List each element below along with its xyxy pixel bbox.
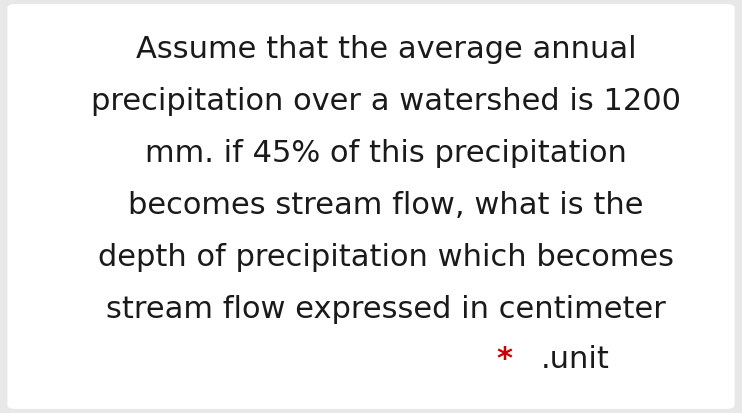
- Text: precipitation over a watershed is 1200: precipitation over a watershed is 1200: [91, 87, 681, 116]
- Text: Assume that the average annual: Assume that the average annual: [136, 35, 636, 64]
- Text: depth of precipitation which becomes: depth of precipitation which becomes: [98, 243, 674, 272]
- Text: becomes stream flow, what is the: becomes stream flow, what is the: [128, 191, 643, 220]
- Text: *: *: [496, 345, 513, 374]
- Text: mm. if 45% of this precipitation: mm. if 45% of this precipitation: [145, 139, 627, 168]
- Text: stream flow expressed in centimeter: stream flow expressed in centimeter: [106, 295, 666, 324]
- FancyBboxPatch shape: [7, 4, 735, 409]
- Text: .unit: .unit: [541, 345, 609, 374]
